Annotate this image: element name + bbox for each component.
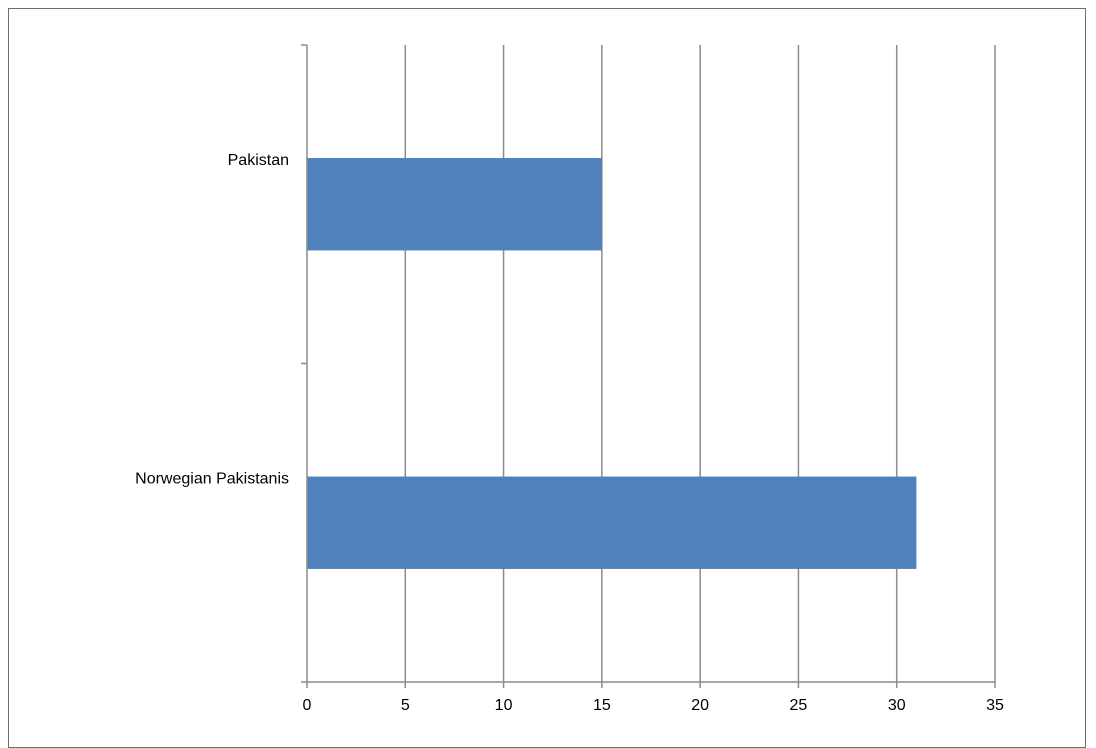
x-tick-label: 0 (303, 697, 312, 714)
x-tick-label: 5 (401, 697, 410, 714)
category-label: Norwegian Pakistanis (135, 471, 289, 488)
x-tick-label: 15 (593, 697, 611, 714)
axes (301, 44, 996, 688)
x-tick-label: 10 (495, 697, 513, 714)
bar (307, 476, 917, 569)
category-label: Pakistan (228, 152, 289, 169)
x-tick-label: 20 (691, 697, 709, 714)
x-tick-label: 30 (888, 697, 906, 714)
gridlines (404, 45, 996, 682)
x-tick-label: 25 (790, 697, 808, 714)
chart-frame (8, 8, 1086, 748)
bars (307, 158, 917, 569)
labels: Pakistan Norwegian Pakistanis 0 5 10 15 20 25 30… (135, 152, 1004, 714)
bar (307, 158, 602, 251)
x-tick-label: 35 (986, 697, 1004, 714)
